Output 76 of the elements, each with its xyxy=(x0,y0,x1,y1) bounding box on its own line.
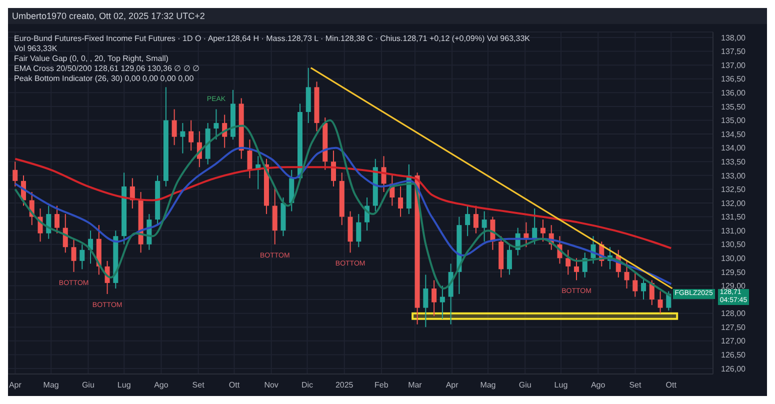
y-tick-label: 130,50 xyxy=(721,240,746,250)
y-tick-label: 132,50 xyxy=(721,185,746,194)
candlestick xyxy=(432,280,437,317)
x-tick-label: Feb xyxy=(374,380,389,390)
y-tick-label: 136,50 xyxy=(721,74,746,84)
y-tick-label: 128,00 xyxy=(721,309,746,318)
x-tick-label: Giu xyxy=(518,380,532,390)
candlestick xyxy=(506,244,512,276)
candlestick xyxy=(658,290,663,314)
candlestick xyxy=(624,260,630,289)
candlestick xyxy=(574,258,579,281)
candlestick xyxy=(465,205,470,237)
y-tick-label: 132,00 xyxy=(721,198,746,208)
y-tick-label: 137,00 xyxy=(721,60,746,70)
candlestick xyxy=(54,205,60,234)
annotation: Vol 963,33K xyxy=(14,44,58,54)
candlestick xyxy=(532,208,538,245)
candlestick xyxy=(71,238,76,272)
y-tick-label: 131,50 xyxy=(721,212,746,222)
candlestick xyxy=(331,150,336,187)
x-tick-label: Lug xyxy=(117,380,131,390)
x-tick-label: Apr xyxy=(8,380,22,390)
y-tick-label: 136,00 xyxy=(721,88,746,98)
candlestick xyxy=(12,161,18,187)
x-tick-label: Giu xyxy=(82,380,94,390)
y-tick-label: 134,50 xyxy=(721,130,746,139)
candlestick xyxy=(188,120,194,152)
candlestick xyxy=(566,249,571,276)
x-tick-label: Dic xyxy=(301,380,314,390)
candlestick xyxy=(80,244,85,270)
y-tick-label: 130,00 xyxy=(721,254,746,263)
candlestick xyxy=(473,205,478,234)
candlestick xyxy=(398,186,404,218)
candlestick xyxy=(180,122,186,154)
y-tick-label: 127,50 xyxy=(721,322,746,332)
y-tick-label: 135,50 xyxy=(721,102,746,112)
y-tick-label: 129,50 xyxy=(721,268,746,277)
candlestick xyxy=(440,285,445,320)
candlestick xyxy=(356,214,362,248)
y-tick-label: 134,00 xyxy=(721,144,746,153)
candlestick xyxy=(482,210,487,242)
annotation: Fair Value Gap (0, 0, , 20, Top Right, Small) xyxy=(14,54,170,64)
y-tick-label: 133,50 xyxy=(721,157,746,166)
x-tick-label: Ago xyxy=(154,380,169,390)
x-tick-label: Set xyxy=(192,380,206,390)
x-tick-label: Mar xyxy=(408,380,422,390)
y-tick-label: 135,00 xyxy=(721,116,746,126)
annotation: Peak Bottom Indicator (26, 30) 0,00 0,00 0,00 0,00 xyxy=(14,74,195,84)
annotation: EMA Cross 20/50/200 128,61 129,06 130,36 ∅ ∅ ∅ xyxy=(14,64,201,74)
line-series xyxy=(14,146,672,286)
x-tick-label: Ott xyxy=(666,380,678,390)
candlestick xyxy=(423,274,428,328)
y-tick-label: 133,00 xyxy=(721,171,746,180)
x-tick-label: Mag xyxy=(480,380,496,390)
y-tick-label: 137,50 xyxy=(721,47,746,56)
candlestick xyxy=(540,219,546,242)
y-tick-label: 126,50 xyxy=(721,350,746,360)
candlestick xyxy=(214,108,219,140)
y-tick-label: 131,00 xyxy=(721,226,746,236)
x-tick-label: Ott xyxy=(228,380,240,390)
x-tick-label: Apr xyxy=(446,380,459,390)
candlestick xyxy=(641,276,646,300)
chart-subtitle: Umberto1970 creato, Ott 02, 2025 17:32 UTC+2 xyxy=(8,8,767,24)
candlestick xyxy=(247,139,252,179)
x-tick-label: Ago xyxy=(590,380,606,390)
candlestick xyxy=(172,108,177,146)
y-tick-label: 127,00 xyxy=(721,336,746,346)
x-tick-label: Mag xyxy=(43,380,59,390)
y-tick-label: 138,00 xyxy=(721,33,746,42)
x-tick-label: Lug xyxy=(554,380,568,390)
x-tick-label: Set xyxy=(629,380,642,390)
x-tick-label: 2025 xyxy=(335,380,354,390)
x-tick-label: Nov xyxy=(264,380,278,390)
chart-title: Euro-Bund Futures-Fixed Income Fut Futures · 1D O · Aper.128,64 H · Mass.128,73 L · Min.128,38 C · Chius.128,71 +0,12 (+0,09%) Vol 963,33K xyxy=(14,34,530,44)
candlestick xyxy=(632,271,638,298)
y-tick-label: 126,00 xyxy=(721,364,746,374)
